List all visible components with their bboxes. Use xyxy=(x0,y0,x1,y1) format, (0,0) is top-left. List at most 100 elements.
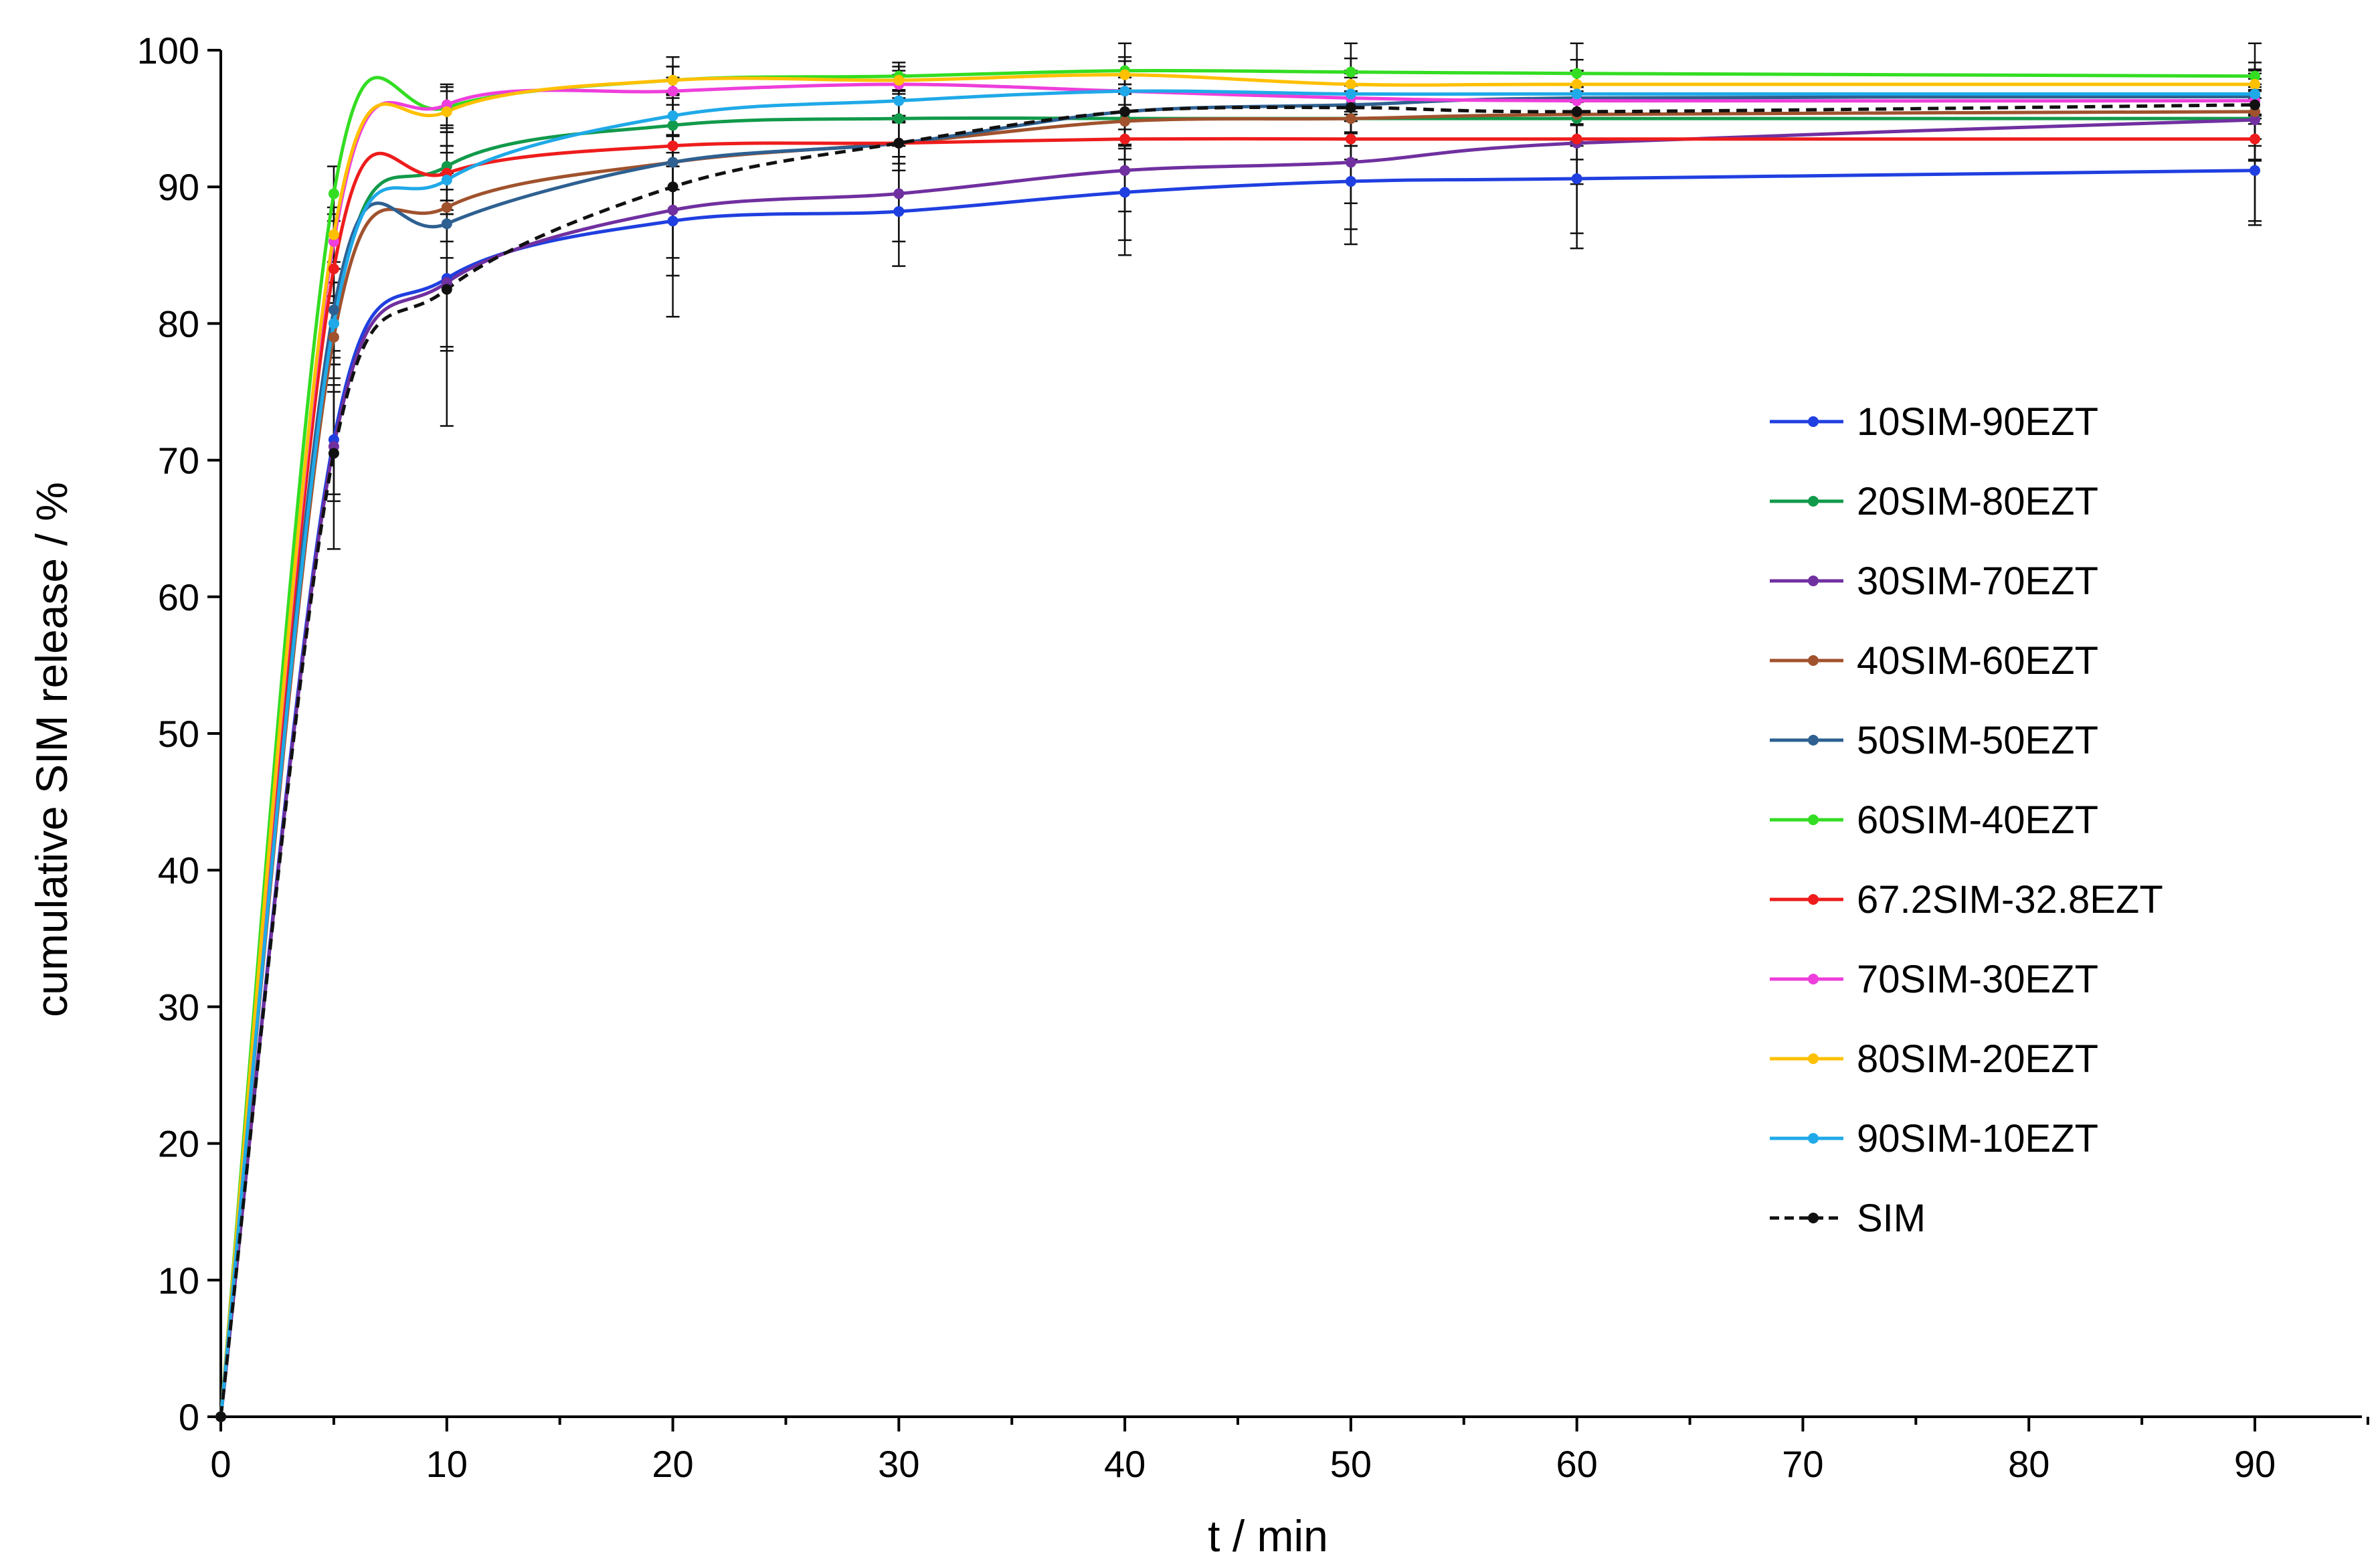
series-line xyxy=(219,118,2256,1417)
legend-marker xyxy=(1808,814,1819,825)
data-point xyxy=(441,106,452,117)
data-points xyxy=(215,65,2260,1422)
legend-marker xyxy=(1808,576,1819,586)
data-point xyxy=(667,181,678,193)
legend-marker xyxy=(1808,655,1819,666)
data-point xyxy=(441,284,452,295)
data-point xyxy=(667,215,678,227)
data-point xyxy=(441,201,452,213)
legend-marker xyxy=(1808,416,1819,427)
y-tick-label: 20 xyxy=(158,1123,199,1165)
data-point xyxy=(667,74,678,86)
data-point xyxy=(328,331,339,343)
legend-label: 60SIM-40EZT xyxy=(1857,798,2098,842)
legend-label: 20SIM-80EZT xyxy=(1857,480,2098,523)
data-point xyxy=(1345,88,1356,100)
data-point xyxy=(1119,116,1131,127)
y-tick-label: 100 xyxy=(137,29,199,72)
legend-marker xyxy=(1808,974,1819,984)
data-point xyxy=(1571,88,1582,100)
series-line xyxy=(219,116,2255,1417)
data-point xyxy=(2250,165,2260,176)
data-point xyxy=(1345,157,1356,168)
data-point xyxy=(1119,165,1131,176)
legend-label: 10SIM-90EZT xyxy=(1857,400,2098,444)
data-point xyxy=(1119,69,1131,80)
x-tick-label: 40 xyxy=(1104,1443,1146,1485)
data-point xyxy=(1119,106,1131,117)
y-tick-label: 70 xyxy=(158,440,199,482)
data-point xyxy=(2250,114,2260,126)
legend-marker xyxy=(1808,1133,1819,1144)
data-point xyxy=(667,110,678,122)
legend-marker xyxy=(1808,1213,1819,1223)
data-point xyxy=(2250,88,2260,100)
y-axis-title: cumulative SIM release / % xyxy=(27,482,76,1017)
data-point xyxy=(2250,133,2260,145)
x-tick-label: 70 xyxy=(1782,1443,1823,1485)
legend-label: SIM xyxy=(1857,1197,1926,1240)
data-point xyxy=(667,204,678,215)
data-point xyxy=(1119,86,1131,97)
data-point xyxy=(1571,68,1582,79)
data-point xyxy=(1571,173,1582,184)
legend: 10SIM-90EZT 20SIM-80EZT 30SIM-70EZT 40SIM-6… xyxy=(1770,400,2163,1240)
data-point xyxy=(667,157,678,168)
x-tick-label: 90 xyxy=(2234,1443,2276,1485)
data-point xyxy=(441,174,452,185)
data-point xyxy=(667,140,678,151)
data-point xyxy=(667,120,678,131)
y-tick-label: 10 xyxy=(158,1259,199,1302)
x-tick-label: 10 xyxy=(426,1443,468,1485)
y-tick-label: 30 xyxy=(158,986,199,1028)
data-point xyxy=(328,448,339,459)
series-line xyxy=(219,103,2256,1417)
x-tick-label: 80 xyxy=(2008,1443,2049,1485)
data-point xyxy=(441,218,452,230)
legend-marker xyxy=(1808,1053,1819,1064)
data-point xyxy=(893,137,905,149)
legend-label: 50SIM-50EZT xyxy=(1857,719,2098,762)
y-tick-label: 90 xyxy=(158,166,199,208)
data-point xyxy=(893,205,905,217)
series-line xyxy=(219,169,2256,1417)
data-point xyxy=(893,95,905,106)
ticks: 0 10 20 30 40 50 60 70 80 90 100 0 10 20 30 40 50 60 70 80 9… xyxy=(137,29,2369,1485)
data-point xyxy=(2250,79,2260,90)
data-point xyxy=(1345,113,1356,124)
data-point xyxy=(1571,106,1582,117)
legend-marker xyxy=(1808,496,1819,507)
data-point xyxy=(2250,99,2260,110)
y-tick-label: 60 xyxy=(158,576,199,618)
x-axis-title: t / min xyxy=(1208,1511,1328,1561)
data-point xyxy=(893,74,905,86)
data-point xyxy=(328,188,339,199)
legend-label: 90SIM-10EZT xyxy=(1857,1117,2098,1160)
y-tick-label: 40 xyxy=(158,849,199,891)
legend-label: 67.2SIM-32.8EZT xyxy=(1857,878,2163,922)
data-point xyxy=(893,113,905,124)
data-point xyxy=(328,318,339,329)
data-point xyxy=(1345,176,1356,187)
data-point xyxy=(1571,133,1582,145)
data-point xyxy=(1345,66,1356,78)
data-point xyxy=(1345,133,1356,145)
x-tick-label: 20 xyxy=(652,1443,693,1485)
legend-marker xyxy=(1808,735,1819,746)
data-point xyxy=(1345,79,1356,90)
x-tick-label: 60 xyxy=(1556,1443,1598,1485)
data-point xyxy=(1119,187,1131,198)
data-point xyxy=(328,304,339,315)
data-point xyxy=(1571,79,1582,90)
data-point xyxy=(328,263,339,274)
data-point xyxy=(328,229,339,240)
x-tick-label: 0 xyxy=(210,1443,231,1485)
legend-label: 80SIM-20EZT xyxy=(1857,1037,2098,1081)
y-tick-label: 0 xyxy=(179,1396,199,1438)
data-point xyxy=(2250,70,2260,82)
x-tick-label: 30 xyxy=(878,1443,919,1485)
data-point xyxy=(1119,133,1131,145)
series-line xyxy=(219,110,2256,1417)
data-point xyxy=(893,188,905,199)
